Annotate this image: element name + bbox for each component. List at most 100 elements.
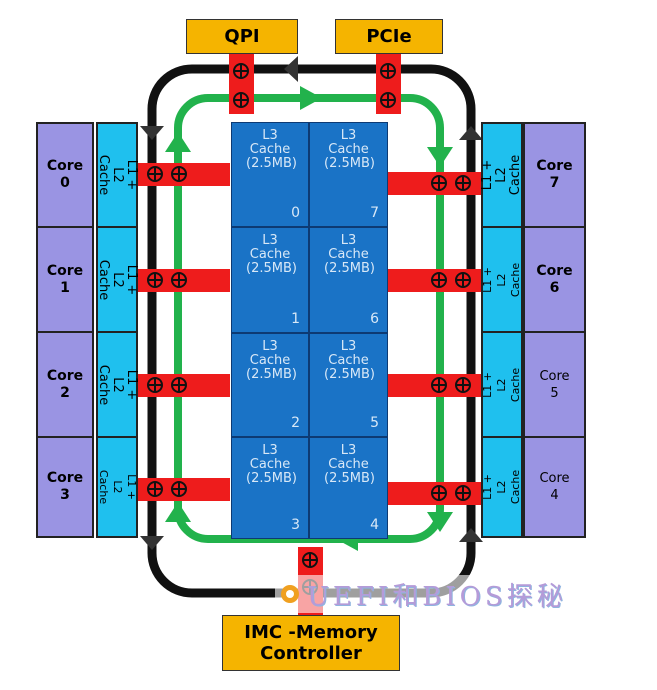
l3-slice-number: 6 bbox=[370, 311, 379, 327]
l12-cache-label: L1 + L2 Cache bbox=[481, 367, 522, 402]
ring-stop-icon bbox=[455, 377, 471, 393]
ring-stop-icon bbox=[171, 166, 187, 182]
l3-slice-6: L3 Cache (2.5MB) 6 bbox=[309, 227, 388, 333]
green-arrow-right-bottom bbox=[427, 512, 453, 532]
l12-cache-core-3: L1 + L2 Cache bbox=[96, 436, 138, 538]
ring-stop-icon bbox=[147, 377, 163, 393]
l3-slice-number: 3 bbox=[291, 517, 300, 533]
imc-label: IMC -Memory Controller bbox=[222, 615, 400, 671]
watermark-text: UEFI和BIOS探秘 bbox=[307, 581, 567, 612]
core-label: Core bbox=[539, 368, 570, 384]
core-6: Core 6 bbox=[523, 226, 586, 333]
l3-slice-2: L3 Cache (2.5MB) 2 bbox=[231, 333, 309, 437]
qpi-label-text: QPI bbox=[224, 26, 260, 47]
core-number: 6 bbox=[549, 279, 560, 296]
l3-slice-number: 7 bbox=[370, 205, 379, 221]
core-4: Core 4 bbox=[523, 436, 586, 538]
ring-stop-icon bbox=[455, 485, 471, 501]
ring-stop-icon bbox=[380, 92, 396, 108]
l3-slice-3: L3 Cache (2.5MB) 3 bbox=[231, 437, 309, 539]
pcie-label: PCIe bbox=[335, 19, 443, 54]
black-arrow-top bbox=[284, 56, 298, 82]
core-label: Core bbox=[46, 367, 84, 384]
core-number: 5 bbox=[550, 385, 559, 401]
core-number: 2 bbox=[60, 384, 70, 401]
core-number: 3 bbox=[60, 487, 70, 503]
ring-stop-icon bbox=[455, 175, 471, 191]
l12-cache-core-4: L1 + L2 Cache bbox=[481, 436, 523, 538]
green-arrow-left-bottom bbox=[165, 502, 191, 522]
ring-stop-icon bbox=[171, 377, 187, 393]
imc-label-text: IMC -Memory Controller bbox=[244, 622, 378, 664]
l3-slice-label: L3 Cache (2.5MB) bbox=[324, 128, 375, 171]
green-arrow-top bbox=[300, 86, 322, 110]
core-label: Core bbox=[536, 158, 573, 174]
l3-slice-number: 2 bbox=[291, 415, 300, 431]
ring-stop-icon bbox=[431, 485, 447, 501]
core-label: Core bbox=[539, 471, 570, 486]
l3-slice-4: L3 Cache (2.5MB) 4 bbox=[309, 437, 388, 539]
core-label: Core bbox=[46, 158, 84, 174]
l3-slice-label: L3 Cache (2.5MB) bbox=[246, 128, 297, 171]
l12-cache-label: L1 + L2 Cache bbox=[481, 262, 522, 297]
l3-slice-label: L3 Cache (2.5MB) bbox=[246, 443, 297, 486]
core-7: Core 7 bbox=[523, 122, 586, 228]
l3-slice-label: L3 Cache (2.5MB) bbox=[246, 233, 297, 276]
green-arrow-left-top bbox=[165, 132, 191, 152]
l3-slice-0: L3 Cache (2.5MB) 0 bbox=[231, 122, 309, 227]
pcie-label-text: PCIe bbox=[366, 26, 412, 47]
green-arrow-right-top bbox=[427, 147, 453, 167]
l12-cache-core-5: L1 + L2 Cache bbox=[481, 331, 523, 438]
l12-cache-label: L1 + L2 Cache bbox=[96, 364, 140, 405]
core-5: Core 5 bbox=[523, 331, 586, 438]
ring-stop-icon bbox=[171, 481, 187, 497]
l3-slice-number: 4 bbox=[370, 517, 379, 533]
core-2: Core 2 bbox=[36, 331, 94, 438]
ring-stop-icon bbox=[455, 272, 471, 288]
ring-stop-icon bbox=[380, 63, 396, 79]
l3-slice-number: 1 bbox=[291, 311, 300, 327]
ring-stop-icon bbox=[147, 272, 163, 288]
ring-stop-icon bbox=[147, 481, 163, 497]
core-label: Core bbox=[46, 470, 84, 486]
black-arrow-right-top bbox=[459, 126, 483, 140]
core-number: 4 bbox=[550, 488, 559, 503]
core-number: 0 bbox=[60, 175, 70, 191]
core-number: 7 bbox=[549, 175, 560, 191]
l3-slice-5: L3 Cache (2.5MB) 5 bbox=[309, 333, 388, 437]
ring-stop-icon bbox=[233, 92, 249, 108]
l12-cache-label: L1 + L2 Cache bbox=[481, 469, 522, 505]
ring-stop-icon bbox=[171, 272, 187, 288]
ring-stop-icon bbox=[147, 166, 163, 182]
black-arrow-left-bottom bbox=[140, 536, 164, 550]
l3-slice-label: L3 Cache (2.5MB) bbox=[246, 339, 297, 382]
l12-cache-label: L1 + L2 Cache bbox=[480, 154, 524, 196]
l3-slice-1: L3 Cache (2.5MB) 1 bbox=[231, 227, 309, 333]
l12-cache-core-7: L1 + L2 Cache bbox=[480, 122, 524, 228]
l3-slice-number: 5 bbox=[370, 415, 379, 431]
watermark-logo-icon bbox=[281, 585, 299, 603]
l3-slice-label: L3 Cache (2.5MB) bbox=[324, 233, 375, 276]
core-number: 1 bbox=[60, 279, 70, 296]
ring-stop-icon bbox=[431, 175, 447, 191]
core-0: Core 0 bbox=[36, 122, 94, 228]
ring-stop-icon bbox=[302, 552, 318, 568]
l12-cache-core-1: L1 + L2 Cache bbox=[96, 226, 139, 333]
ring-stop-icon bbox=[233, 63, 249, 79]
ring-stop-icon bbox=[431, 272, 447, 288]
core-1: Core 1 bbox=[36, 226, 94, 333]
qpi-label: QPI bbox=[186, 19, 298, 54]
black-arrow-left-top bbox=[140, 126, 164, 140]
core-label: Core bbox=[46, 262, 84, 279]
core-label: Core bbox=[536, 262, 573, 279]
core-3: Core 3 bbox=[36, 436, 94, 538]
ring-stop-icons bbox=[147, 63, 471, 595]
l3-slice-label: L3 Cache (2.5MB) bbox=[324, 443, 375, 486]
ring-stop-icon bbox=[431, 377, 447, 393]
l3-slice-number: 0 bbox=[291, 205, 300, 221]
l12-cache-label: L1 + L2 Cache bbox=[97, 469, 138, 505]
l3-slice-7: L3 Cache (2.5MB) 7 bbox=[309, 122, 388, 227]
l12-cache-core-6: L1 + L2 Cache bbox=[481, 226, 523, 333]
black-arrow-right-bottom bbox=[459, 528, 483, 542]
